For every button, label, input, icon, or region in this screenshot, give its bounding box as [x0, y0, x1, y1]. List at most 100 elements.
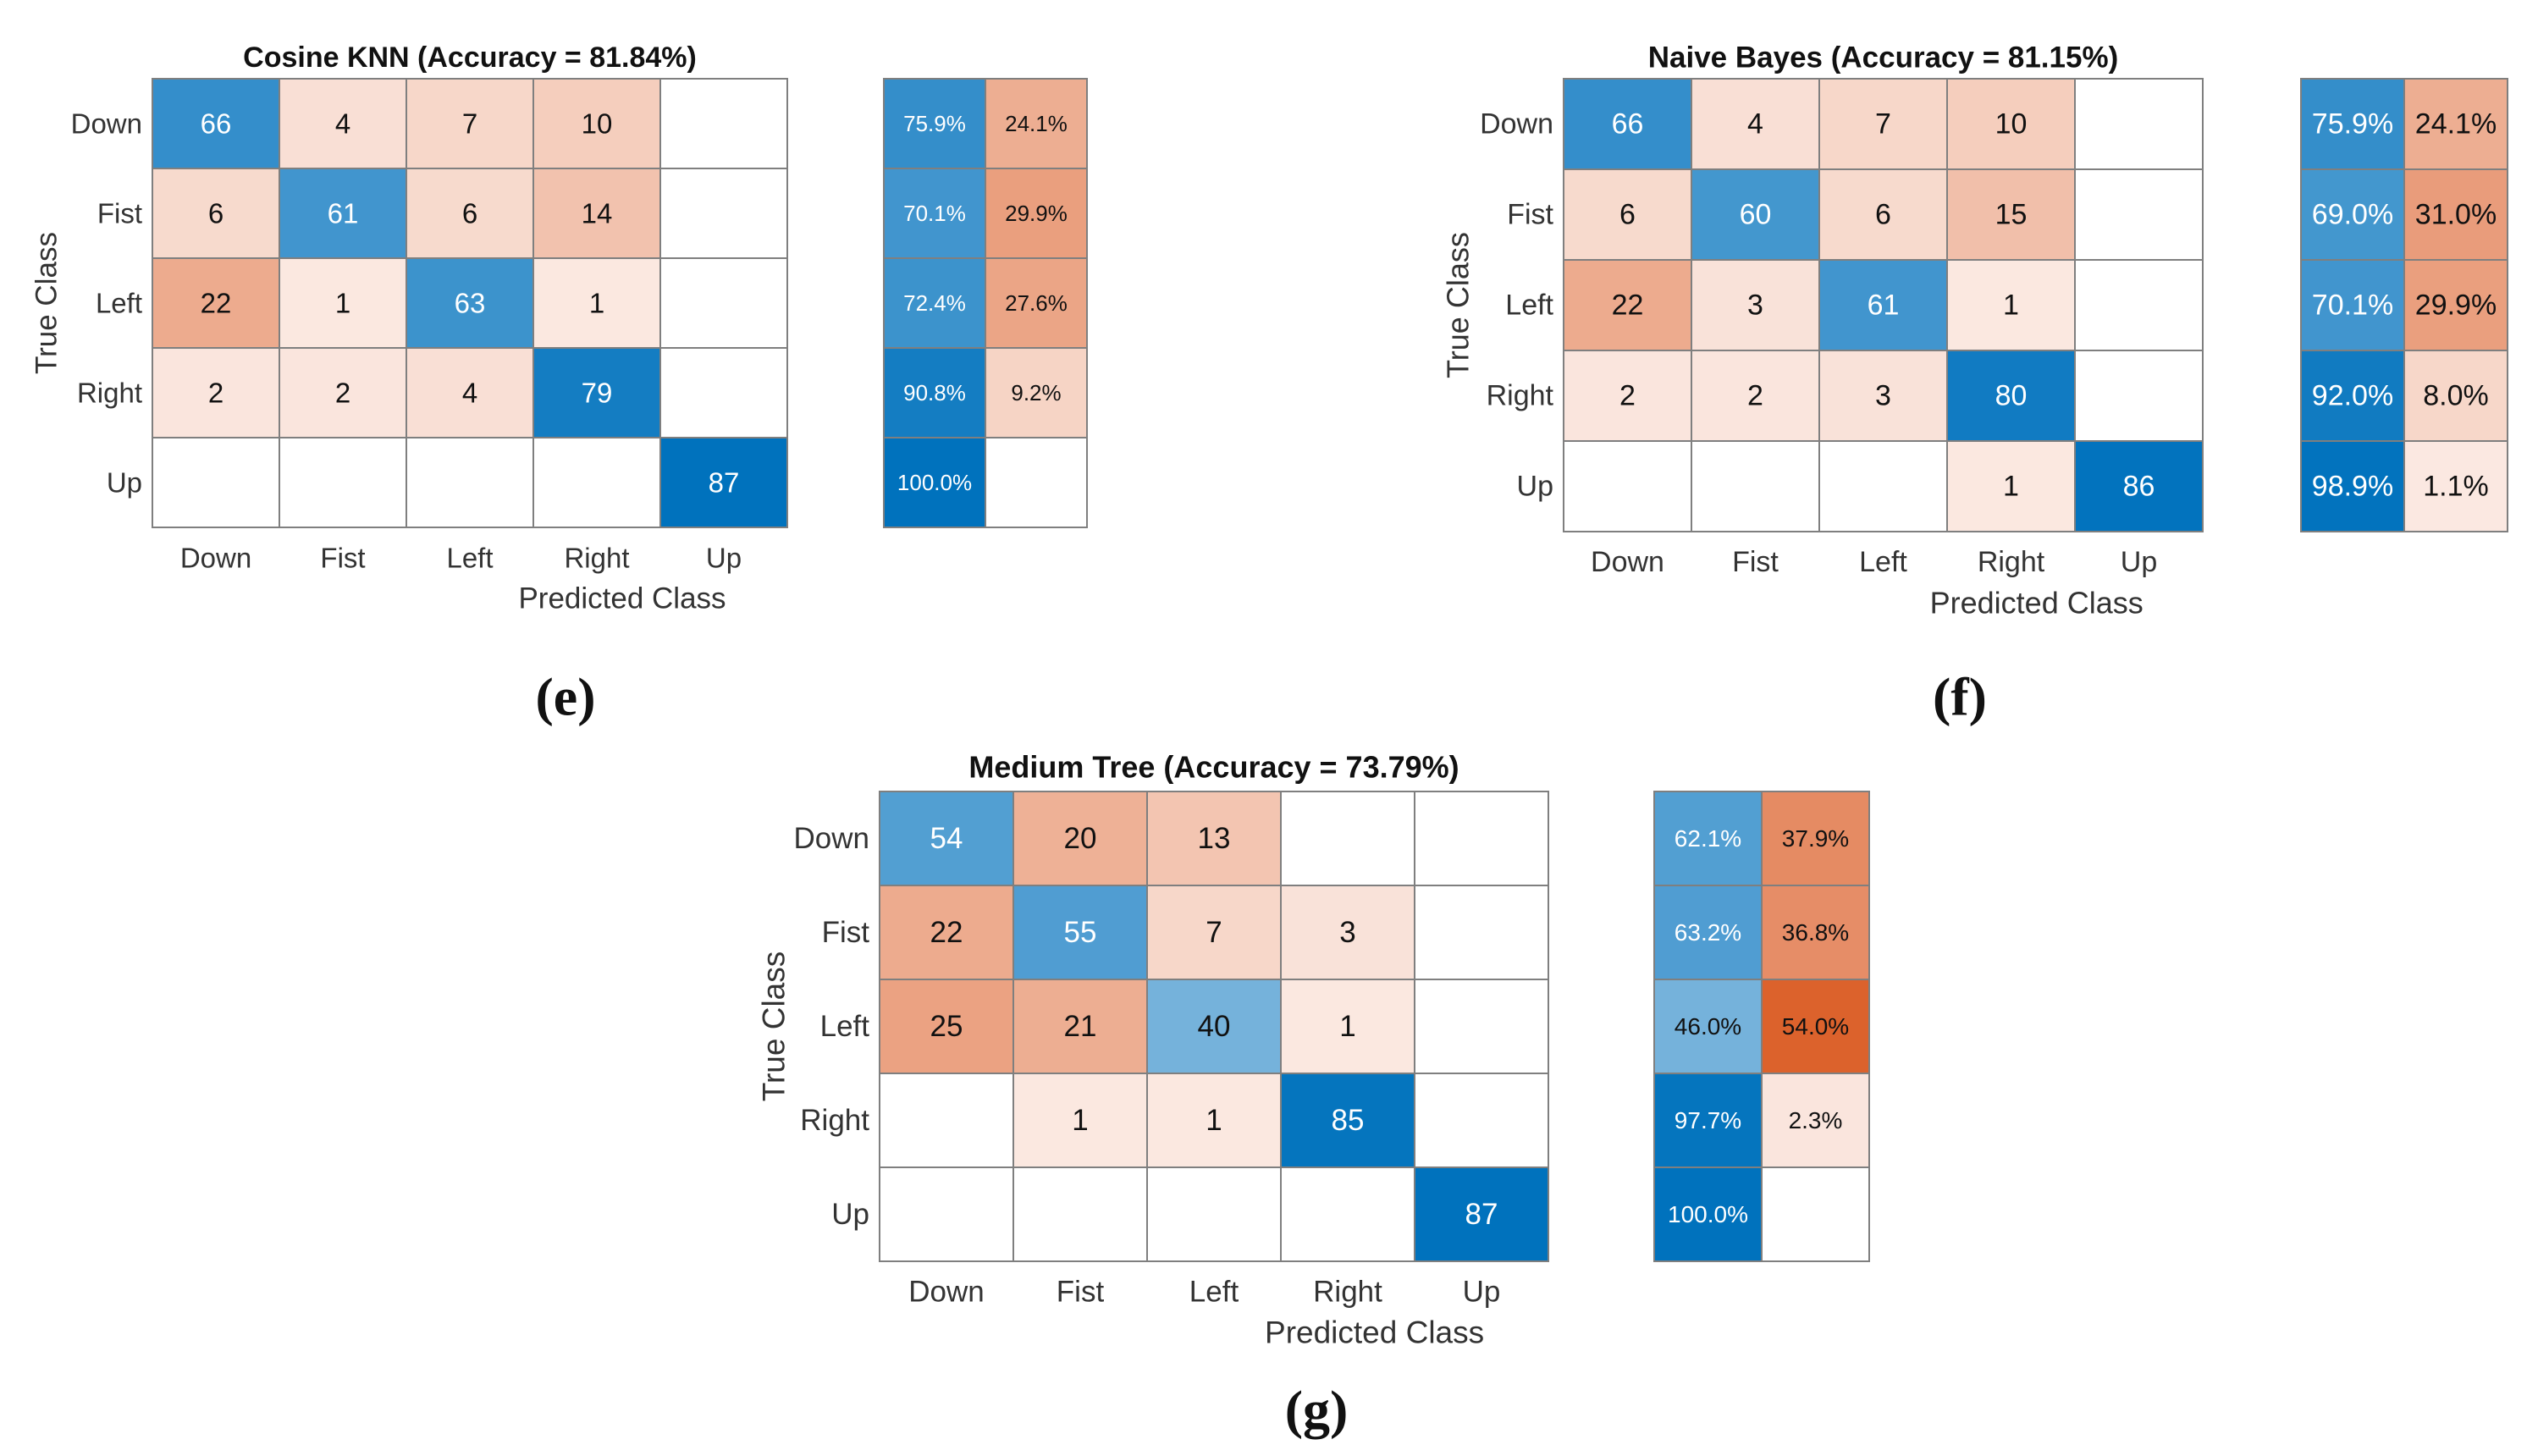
tpr-value: 92.0%: [2312, 380, 2393, 412]
cell-value: 2: [208, 378, 223, 409]
fnr-cell: [1761, 1073, 1870, 1168]
tpr-cell: [1653, 1166, 1763, 1262]
cell-value: 1: [2003, 290, 2019, 322]
matrix-cell: [406, 437, 534, 528]
matrix-cell: [1280, 791, 1415, 886]
matrix-cell: [2074, 259, 2204, 351]
row-tick-label: Up: [107, 467, 142, 499]
chart-title: Cosine KNN (Accuracy = 81.84%): [243, 41, 697, 74]
row-tick-label: Down: [794, 822, 869, 855]
matrix-cell: [1012, 1073, 1148, 1168]
fnr-value: 29.9%: [2415, 290, 2497, 322]
row-tick-label: Left: [820, 1010, 870, 1043]
y-axis-label: True Class: [30, 232, 63, 374]
col-tick-label: Fist: [320, 543, 365, 574]
row-tick-label: Fist: [1507, 199, 1553, 231]
matrix-cell: [1012, 1166, 1148, 1262]
cell-value: 22: [1612, 290, 1644, 322]
cell-value: 2: [1747, 380, 1763, 412]
cell-value: 3: [1339, 916, 1355, 949]
cell-value: 87: [1465, 1198, 1498, 1231]
cell-value: 80: [1995, 380, 2028, 412]
row-tick-label: Right: [800, 1104, 869, 1137]
matrix-cell: [1563, 440, 1692, 532]
cell-value: 1: [1072, 1104, 1088, 1137]
cell-value: 66: [1612, 108, 1644, 141]
tpr-cell: [1653, 1073, 1763, 1168]
chart-title: Naive Bayes (Accuracy = 81.15%): [1648, 41, 2119, 74]
cell-value: 1: [1339, 1010, 1355, 1043]
matrix-cell: [279, 437, 407, 528]
row-tick-label: Right: [77, 378, 142, 409]
cell-value: 61: [328, 198, 359, 229]
matrix-cell: [1818, 259, 1948, 351]
col-tick-label: Up: [1463, 1276, 1501, 1309]
col-tick-label: Down: [1591, 546, 1664, 578]
tpr-value: 69.0%: [2312, 199, 2393, 231]
fnr-value: 8.0%: [2423, 380, 2489, 412]
y-axis-label: True Class: [757, 951, 792, 1102]
tpr-value: 62.1%: [1675, 825, 1741, 852]
matrix-cell: [1146, 1166, 1282, 1262]
matrix-cell: [532, 347, 661, 438]
matrix-cell: [659, 168, 788, 259]
matrix-cell: [2074, 350, 2204, 442]
matrix-cell: [1280, 1166, 1415, 1262]
panel-label: (e): [535, 667, 595, 727]
chart-title: Medium Tree (Accuracy = 73.79%): [968, 750, 1459, 785]
col-tick-label: Up: [706, 543, 742, 574]
cell-value: 10: [1995, 108, 2028, 141]
cell-value: 4: [1747, 108, 1763, 141]
cell-value: 54: [930, 822, 963, 855]
matrix-cell: [1563, 168, 1692, 261]
fnr-cell: [985, 78, 1088, 169]
matrix-cell: [279, 347, 407, 438]
tpr-cell: [2300, 168, 2405, 261]
cell-value: 3: [1747, 290, 1763, 322]
row-tick-label: Up: [1517, 471, 1553, 503]
fnr-value: 1.1%: [2423, 471, 2489, 503]
cell-value: 1: [589, 288, 604, 319]
matrix-cell: [1414, 1166, 1549, 1262]
matrix-cell: [1563, 78, 1692, 170]
row-tick-label: Left: [1505, 290, 1553, 322]
col-tick-label: Fist: [1732, 546, 1779, 578]
matrix-cell: [279, 257, 407, 349]
fnr-cell: [2403, 168, 2508, 261]
tpr-cell: [2300, 259, 2405, 351]
x-axis-label: Predicted Class: [518, 582, 726, 615]
col-tick-label: Down: [908, 1276, 984, 1309]
confusion-chart-1: Cosine KNN (Accuracy = 81.84%)66 4 7 10Down…: [30, 41, 1088, 727]
tpr-cell: [2300, 78, 2405, 170]
tpr-value: 75.9%: [903, 111, 966, 136]
tpr-value: 90.8%: [903, 380, 966, 405]
fnr-cell: [985, 347, 1088, 438]
cell-value: 86: [2123, 471, 2155, 503]
tpr-value: 70.1%: [2312, 290, 2393, 322]
cell-value: 7: [1206, 916, 1222, 949]
col-tick-label: Up: [2121, 546, 2157, 578]
fnr-cell: [2403, 259, 2508, 351]
cell-value: 4: [335, 108, 350, 140]
cell-value: 63: [455, 288, 486, 319]
matrix-cell: [1691, 259, 1820, 351]
tpr-cell: [883, 78, 986, 169]
fnr-value: 9.2%: [1011, 380, 1061, 405]
matrix-cell: [532, 168, 661, 259]
col-tick-label: Left: [1859, 546, 1907, 578]
cell-value: 6: [208, 198, 223, 229]
matrix-cell: [879, 1073, 1014, 1168]
tpr-cell: [2300, 350, 2405, 442]
fnr-value: 37.9%: [1782, 825, 1849, 852]
tpr-value: 100.0%: [897, 470, 972, 495]
tpr-value: 63.2%: [1675, 919, 1741, 946]
fnr-value: 2.3%: [1789, 1107, 1843, 1133]
fnr-value: 27.6%: [1005, 290, 1068, 316]
fnr-value: 29.9%: [1005, 201, 1068, 226]
fnr-value: 31.0%: [2415, 199, 2497, 231]
fnr-cell: [2403, 350, 2508, 442]
cell-value: 22: [930, 916, 963, 949]
cell-value: 25: [930, 1010, 963, 1043]
matrix-cell: [406, 78, 534, 169]
